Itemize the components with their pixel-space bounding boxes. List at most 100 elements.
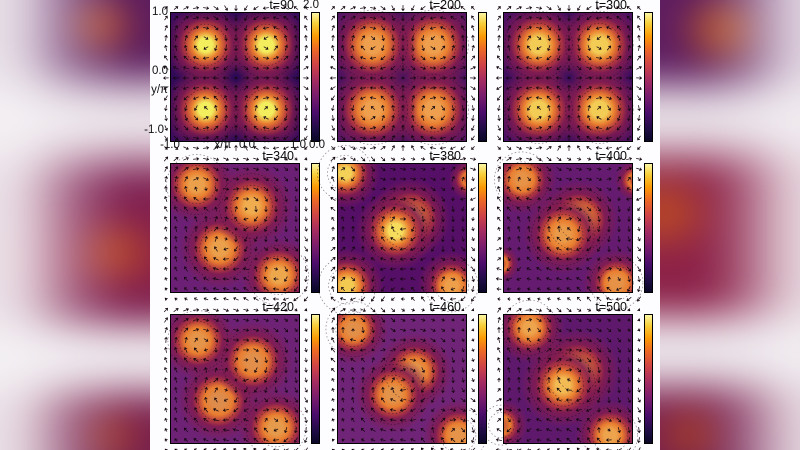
- quiver-arrow: [497, 175, 501, 182]
- quiver-arrow: [294, 308, 298, 312]
- quiver-arrow: [203, 16, 210, 20]
- quiver-arrow: [616, 125, 622, 131]
- quiver-arrow: [284, 236, 288, 242]
- quiver-arrow: [360, 337, 366, 343]
- quiver-arrow: [263, 318, 269, 322]
- quiver-arrow: [193, 146, 200, 150]
- y-tick-middle: 0.0: [152, 65, 168, 77]
- quiver-arrow: [184, 256, 188, 262]
- quiver-arrow: [536, 407, 542, 413]
- quiver-arrow: [439, 146, 446, 150]
- quiver-arrow: [234, 378, 238, 382]
- quiver-arrow: [381, 367, 385, 373]
- quiver-arrow: [617, 206, 621, 213]
- blur-backdrop-right-fill: [658, 0, 800, 450]
- quiver-arrow: [536, 287, 541, 291]
- quiver-arrow: [273, 157, 279, 161]
- quiver-arrow: [497, 237, 501, 241]
- quiver-arrow: [429, 126, 436, 130]
- quiver-arrow: [174, 266, 178, 272]
- quiver-arrow: [213, 16, 219, 20]
- quiver-arrow: [194, 347, 198, 353]
- quiver-arrow: [577, 104, 581, 111]
- quiver-arrow: [331, 408, 335, 412]
- quiver-arrow: [351, 246, 355, 252]
- quiver-arrow: [340, 257, 346, 261]
- quiver-arrow: [330, 156, 336, 162]
- quiver-arrow: [576, 157, 582, 161]
- quiver-arrow: [283, 125, 289, 131]
- quiver-arrow: [194, 337, 198, 343]
- quiver-arrow: [262, 146, 269, 150]
- quiver-arrow: [184, 196, 188, 202]
- quiver-arrow: [203, 338, 209, 342]
- quiver-arrow: [421, 286, 425, 292]
- quiver-arrow: [184, 367, 188, 373]
- quiver-arrow: [370, 307, 376, 313]
- quiver-arrow: [431, 397, 435, 403]
- heatmap-plot: [162, 5, 309, 151]
- heatmap-plot: [325, 301, 487, 450]
- quiver-arrow: [567, 84, 571, 91]
- quiver-arrow: [371, 286, 375, 293]
- quiver-arrow: [606, 407, 612, 413]
- quiver-arrow: [537, 235, 541, 242]
- quiver-arrow: [470, 157, 477, 161]
- quiver-arrow: [637, 286, 641, 293]
- quiver-arrow: [606, 167, 612, 171]
- quiver-arrow: [242, 378, 249, 382]
- quiver-arrow: [213, 176, 219, 182]
- quiver-arrow: [410, 348, 417, 352]
- quiver-arrow: [555, 418, 562, 422]
- quiver-arrow: [234, 84, 238, 91]
- quiver-arrow: [243, 257, 249, 261]
- quiver-arrow: [546, 146, 552, 150]
- quiver-arrow: [517, 115, 521, 122]
- quiver-arrow: [420, 447, 426, 450]
- quiver-arrow: [441, 397, 445, 404]
- quiver-arrow: [361, 396, 365, 403]
- quiver-arrow: [421, 236, 425, 242]
- quiver-arrow: [304, 347, 308, 353]
- quiver-arrow: [272, 438, 279, 442]
- quiver-arrow: [283, 16, 289, 20]
- quiver-arrow: [506, 166, 512, 172]
- quiver-arrow: [174, 185, 178, 192]
- quiver-arrow: [203, 26, 210, 30]
- quiver-arrow: [304, 246, 308, 252]
- quiver-arrow: [431, 408, 435, 412]
- quiver-arrow: [516, 146, 522, 150]
- quiver-arrow: [516, 125, 522, 131]
- quiver-arrow: [547, 45, 551, 52]
- quiver-arrow: [243, 408, 249, 412]
- quiver-arrow: [636, 66, 642, 70]
- quiver-arrow: [606, 126, 612, 130]
- quiver-arrow: [451, 44, 455, 51]
- quiver-arrow: [304, 357, 308, 363]
- quiver-arrow: [253, 437, 259, 443]
- quiver-arrow: [637, 25, 641, 31]
- quiver-arrow: [194, 186, 198, 192]
- quiver-arrow: [304, 44, 308, 51]
- quiver-arrow: [360, 308, 366, 312]
- quiver-arrow: [596, 76, 603, 80]
- quiver-arrow: [264, 216, 268, 222]
- contour-ring: [187, 216, 252, 281]
- quiver-arrow: [174, 115, 178, 122]
- quiver-arrow: [173, 66, 179, 70]
- quiver-arrow: [234, 216, 238, 222]
- quiver-arrow: [450, 408, 457, 412]
- quiver-arrow: [193, 417, 199, 423]
- quiver-arrow: [399, 277, 406, 281]
- quiver-arrow: [380, 206, 386, 212]
- quiver-arrow: [284, 186, 288, 192]
- quiver-arrow: [547, 114, 551, 121]
- quiver-arrow: [264, 196, 268, 202]
- quiver-arrow: [607, 196, 611, 202]
- quiver-arrow: [556, 197, 563, 201]
- quiver-arrow: [586, 125, 592, 131]
- quiver-arrow: [351, 438, 355, 442]
- quiver-arrow: [496, 408, 503, 412]
- quiver-arrow: [390, 367, 396, 373]
- quiver-arrow: [194, 256, 198, 262]
